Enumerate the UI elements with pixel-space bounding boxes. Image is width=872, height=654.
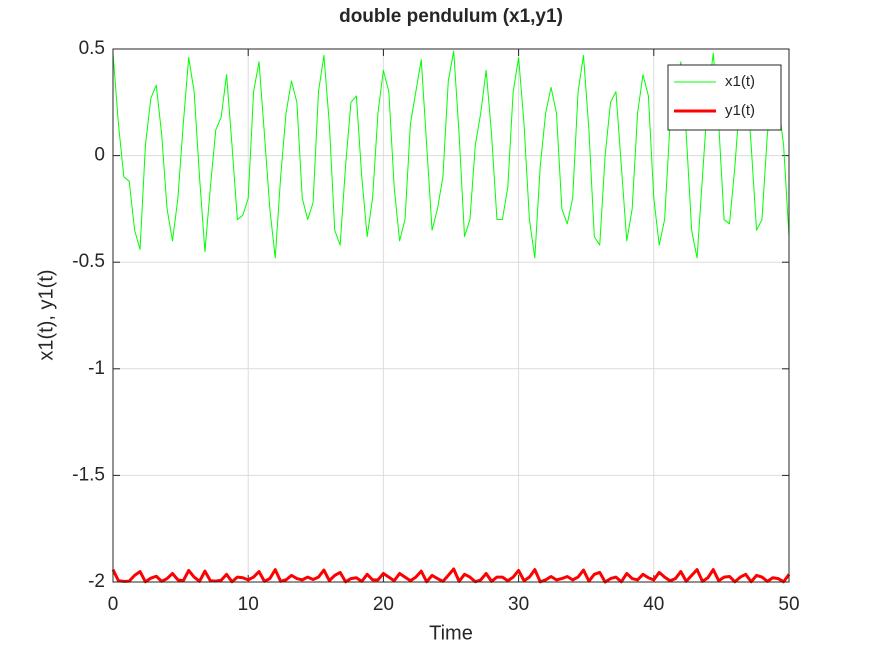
y-tick-label: -1 — [88, 358, 105, 379]
y-tick-label: -0.5 — [72, 251, 105, 272]
y-tick-label: 0 — [94, 145, 105, 166]
plot-frame — [112, 48, 790, 583]
legend-label: x1(t) — [725, 73, 755, 90]
x-tick-label: 20 — [373, 594, 394, 615]
x-tick-label: 50 — [778, 594, 799, 615]
x-tick-label: 10 — [238, 594, 259, 615]
y-axis-label: x1(t), y1(t) — [35, 269, 57, 360]
y-tick-label: 0.5 — [79, 38, 105, 59]
y-tick-label: -1.5 — [72, 464, 105, 485]
series-line — [111, 567, 791, 584]
legend-box — [667, 64, 782, 131]
x-tick-label: 40 — [643, 594, 664, 615]
x-tick-label: 30 — [508, 594, 529, 615]
y-tick-label: -2 — [88, 571, 105, 592]
legend-label: y1(t) — [725, 102, 755, 119]
x-axis-label: Time — [429, 622, 473, 644]
x-tick-label: 0 — [108, 594, 119, 615]
legend: x1(t) y1(t) — [667, 64, 782, 131]
chart-title: double pendulum (x1,y1) — [339, 6, 563, 27]
